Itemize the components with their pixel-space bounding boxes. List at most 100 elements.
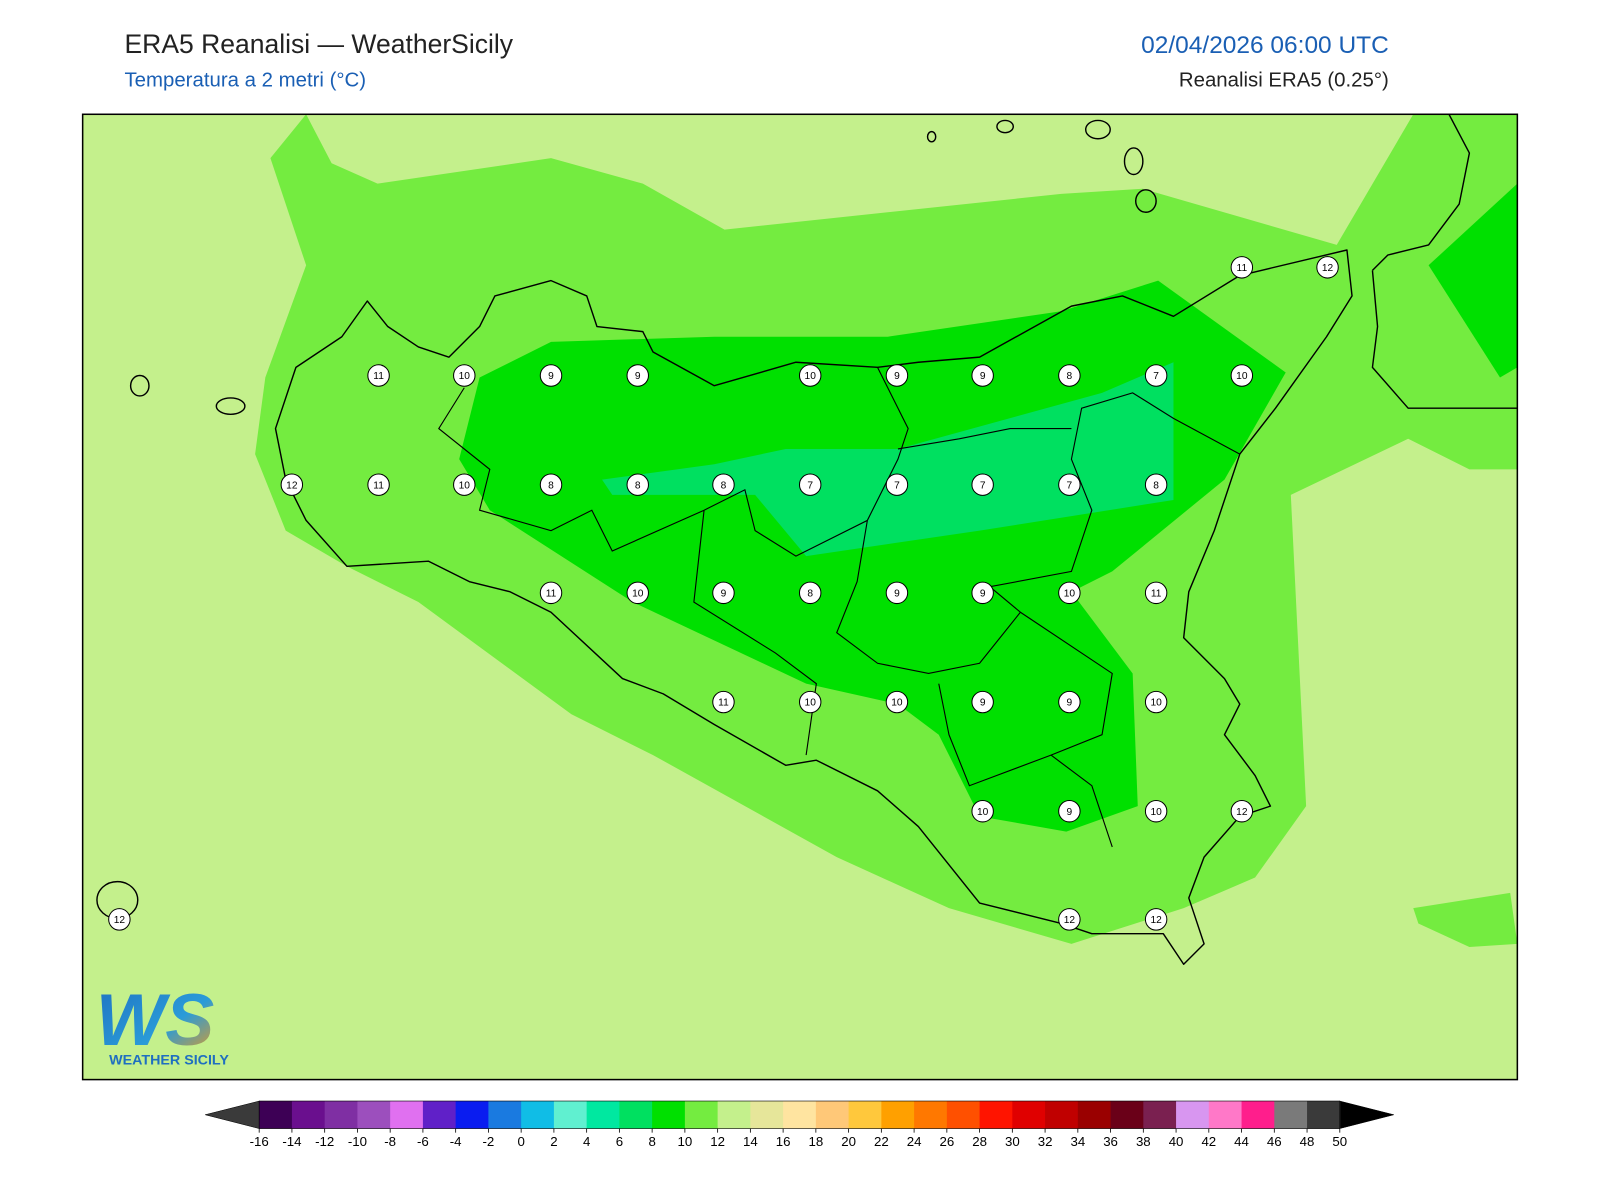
station-marker [626,473,649,496]
station-value: 11 [546,588,557,599]
station-value: 10 [632,588,644,599]
colorbar-tick-label: 38 [1136,1134,1151,1149]
colorbar-segment [357,1101,391,1129]
colorbar-tick-label: 18 [808,1134,823,1149]
station-value: 9 [980,588,986,599]
colorbar-segment [652,1101,686,1129]
station: 12 [1316,256,1339,279]
station-value: 9 [721,588,727,599]
station: 12 [108,908,131,931]
station-value: 10 [1150,698,1162,709]
colorbar-segment [619,1101,653,1129]
station-marker [885,473,909,496]
station-value: 7 [894,480,900,491]
station-value: 12 [1322,263,1334,274]
station: 10 [1144,800,1168,823]
station-value: 9 [894,371,900,382]
station-value: 11 [1151,588,1162,599]
station-value: 8 [1153,480,1159,491]
station-marker [367,364,390,387]
station: 8 [1058,364,1081,387]
colorbar-tick-label: -4 [450,1134,462,1149]
station: 11 [1144,581,1168,605]
station-value: 11 [373,371,384,382]
station-value: 9 [1067,698,1073,709]
station-value: 12 [1064,915,1076,926]
station: 12 [1058,908,1081,931]
colorbar-tick-label: 0 [517,1134,524,1149]
station-marker [798,690,822,714]
colorbar-segment [1274,1101,1308,1129]
station-marker [971,364,994,387]
station-marker [885,690,909,714]
colorbar-outline [258,1100,1341,1129]
station-marker [1058,581,1081,605]
station-value: 12 [114,915,126,926]
station-value: 10 [459,480,471,491]
island [996,119,1014,134]
colorbar-segment [1077,1101,1112,1129]
colorbar-tick-label: 28 [972,1134,987,1149]
map-field [82,114,1518,1080]
colorbar-tick-label: 2 [550,1134,557,1149]
colorbar-tick-label: 34 [1070,1134,1085,1149]
station-marker [1058,908,1081,931]
station: 8 [798,581,822,605]
colorbar-extend-low [205,1100,260,1129]
station: 11 [367,364,390,387]
station: 9 [626,364,649,387]
colorbar-tick-label: -14 [282,1134,301,1149]
station-value: 9 [1067,807,1073,818]
station-marker [798,364,822,387]
station-marker [1144,473,1168,496]
colorbar-tick-label: 40 [1169,1134,1184,1149]
colorbar-segment [1176,1101,1210,1129]
station-value: 10 [805,371,817,382]
station-marker [539,473,563,496]
station: 10 [626,581,649,605]
station-value: 10 [459,371,471,382]
colorbar-segment [521,1101,555,1129]
island [1085,119,1111,140]
station: 7 [798,473,822,496]
station-marker [1316,256,1339,279]
station-marker [971,581,994,605]
station-value: 12 [1150,915,1162,926]
station: 10 [1230,364,1254,387]
station-marker [453,364,476,387]
station: 12 [1230,800,1254,823]
colorbar-segment [1045,1101,1079,1129]
station: 8 [712,473,735,496]
stations: 11 12 11 10 9 9 10 9 9 8 7 10 12 11 10 8 8 8 7 7 7 7 8 11 10 9 8 9 9… [108,256,1339,931]
island [926,130,937,143]
station: 9 [885,364,909,387]
station-value: 10 [1150,807,1162,818]
colorbar-segment [1241,1101,1275,1129]
colorbar-tick-label: 30 [1005,1134,1020,1149]
station: 10 [453,364,476,387]
colorbar-segment [1012,1101,1046,1129]
station-marker [453,473,476,496]
colorbar-segment [488,1101,522,1129]
station-marker [108,908,131,931]
station-value: 8 [721,480,727,491]
station-marker [626,364,649,387]
station: 7 [1144,364,1168,387]
island [1123,147,1144,176]
source: Reanalisi ERA5 (0.25°) [1179,70,1389,92]
station-value: 10 [805,698,817,709]
island [129,374,150,397]
logo-letters: WS [96,978,214,1061]
colorbar-segment [979,1101,1013,1129]
station: 10 [971,800,994,823]
station-marker [539,364,563,387]
station-marker [712,581,735,605]
island [215,397,246,415]
colorbar-tick-label: 36 [1103,1134,1118,1149]
station-value: 8 [548,480,554,491]
station-value: 7 [980,480,986,491]
station: 12 [280,473,304,496]
station-marker [367,473,390,496]
